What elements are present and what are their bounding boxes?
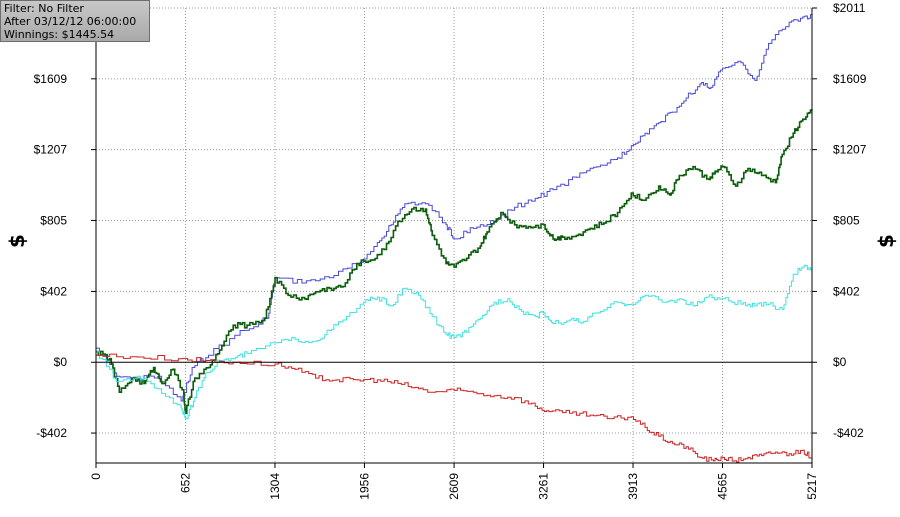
y-tick-label-left: $1207 (34, 143, 68, 157)
y-tick-label-right: -$402 (833, 426, 864, 440)
y-tick-label-right: $402 (833, 284, 860, 298)
x-tick-label: 4565 (716, 473, 730, 500)
filter-text: Filter: No Filter (4, 2, 84, 15)
y-tick-label-left: $0 (54, 355, 68, 369)
after-date-text: After 03/12/12 06:00:00 (4, 15, 137, 28)
x-tick-label: 2609 (447, 473, 461, 500)
x-tick-label: 1956 (357, 473, 371, 500)
axes (91, 7, 817, 468)
y-tick-label-left: $805 (40, 213, 67, 227)
y-tick-label-right: $1207 (833, 143, 867, 157)
y-tick-label-left: $1609 (34, 72, 68, 86)
y-axis-title-right: $ (874, 234, 898, 248)
x-tick-label: 652 (178, 473, 192, 493)
x-tick-label: 0 (89, 473, 103, 480)
y-tick-label-left: $402 (40, 284, 67, 298)
series-line-blue (96, 14, 813, 402)
x-tick-label: 5217 (805, 473, 819, 500)
filter-info-box: Filter: No Filter After 03/12/12 06:00:0… (0, 0, 150, 42)
x-tick-label: 3913 (626, 473, 640, 500)
y-tick-label-right: $2011 (833, 1, 866, 15)
x-tick-label: 3261 (537, 473, 551, 500)
series-lines (96, 14, 813, 463)
series-line-green (96, 109, 813, 415)
y-tick-label-right: $0 (833, 355, 847, 369)
winnings-text: Winnings: $1445.54 (4, 28, 115, 41)
grid-lines (96, 7, 812, 463)
tick-labels: 0 652 1304 1956 2609 3261 3913 4565 5217 -$402 -$4… (34, 1, 867, 500)
y-axis-title-left: $ (5, 234, 29, 248)
y-tick-label-left: -$402 (36, 426, 67, 440)
series-line-red (96, 353, 813, 463)
x-tick-label: 1304 (268, 473, 282, 500)
y-tick-label-right: $805 (833, 213, 860, 227)
y-tick-label-right: $1609 (833, 72, 867, 86)
